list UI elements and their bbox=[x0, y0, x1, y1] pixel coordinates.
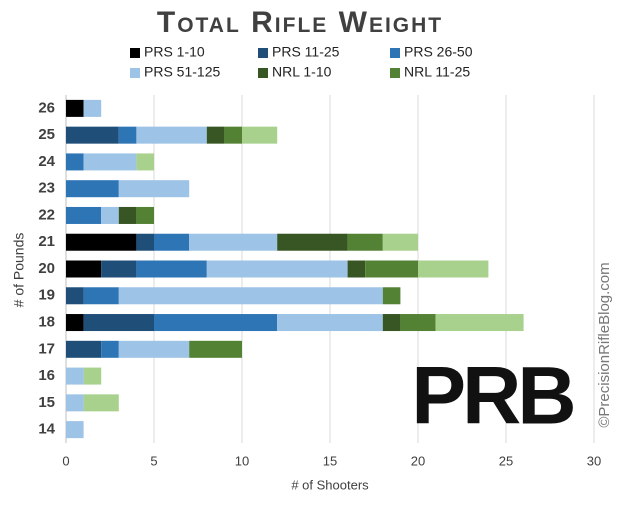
bar-segment bbox=[189, 340, 242, 358]
bar-segment bbox=[66, 394, 84, 412]
bar-segment bbox=[66, 126, 119, 144]
bar-segment bbox=[136, 206, 154, 224]
x-tick-label: 15 bbox=[323, 453, 337, 468]
y-tick-label: 23 bbox=[38, 180, 55, 197]
bar-segment bbox=[206, 126, 225, 144]
bar-segment bbox=[83, 99, 102, 117]
bar-segment bbox=[101, 260, 137, 278]
bar-segment bbox=[83, 153, 137, 171]
y-axis-label: # of Pounds bbox=[11, 233, 27, 308]
legend-swatch bbox=[390, 68, 400, 78]
bar-segment bbox=[382, 233, 418, 251]
bar-segment bbox=[136, 153, 154, 171]
bar-segment bbox=[277, 314, 383, 332]
y-tick-label: 18 bbox=[38, 314, 55, 331]
legend-label: PRS 26-50 bbox=[404, 44, 473, 60]
y-tick-label: 25 bbox=[38, 126, 55, 143]
legend-swatch bbox=[130, 48, 140, 58]
legend-label: NRL 1-10 bbox=[272, 64, 332, 80]
bar-segment bbox=[101, 206, 119, 224]
bar-segment bbox=[83, 394, 119, 412]
y-tick-label: 14 bbox=[38, 421, 55, 438]
bar-segment bbox=[118, 180, 190, 198]
legend-label: PRS 11-25 bbox=[272, 44, 340, 60]
bar-segment bbox=[382, 314, 401, 332]
bar-segment bbox=[66, 153, 84, 171]
bar-segment bbox=[154, 233, 190, 251]
bar-segment bbox=[66, 367, 84, 385]
bar-segment bbox=[66, 99, 84, 117]
bar-segment bbox=[400, 314, 436, 332]
legend-swatch bbox=[390, 48, 400, 58]
x-tick-label: 0 bbox=[62, 453, 69, 468]
legend-swatch bbox=[258, 68, 268, 78]
chart-title: Total Rifle Weight bbox=[157, 6, 443, 39]
bar-segment bbox=[242, 126, 278, 144]
y-tick-label: 20 bbox=[38, 260, 55, 277]
bar-segment bbox=[66, 421, 84, 439]
bar-segment bbox=[83, 314, 154, 332]
bar-segment bbox=[206, 260, 348, 278]
x-axis-label: # of Shooters bbox=[291, 477, 369, 492]
bar-segment bbox=[136, 233, 154, 251]
x-tick-label: 30 bbox=[587, 453, 601, 468]
bar-segment bbox=[118, 340, 190, 358]
legend-label: PRS 51-125 bbox=[144, 64, 220, 80]
y-tick-label: 15 bbox=[38, 394, 55, 411]
bar-segment bbox=[382, 287, 401, 305]
bar-segment bbox=[83, 367, 102, 385]
y-tick-label: 16 bbox=[38, 367, 55, 384]
bar-segment bbox=[136, 260, 207, 278]
bar-segment bbox=[101, 340, 119, 358]
y-tick-label: 21 bbox=[38, 233, 55, 250]
x-tick-label: 20 bbox=[411, 453, 425, 468]
legend-swatch bbox=[130, 68, 140, 78]
y-tick-label: 19 bbox=[38, 287, 55, 304]
logo: PRB bbox=[411, 351, 573, 442]
bar-segment bbox=[66, 260, 102, 278]
legend-swatch bbox=[258, 48, 268, 58]
bar-segment bbox=[118, 206, 137, 224]
bar-segment bbox=[118, 287, 383, 305]
bar-segment bbox=[83, 287, 119, 305]
x-tick-label: 10 bbox=[235, 453, 249, 468]
bar-segment bbox=[435, 314, 524, 332]
bar-segment bbox=[224, 126, 242, 144]
bar-segment bbox=[365, 260, 418, 278]
legend-label: PRS 1-10 bbox=[144, 44, 205, 60]
bar-segment bbox=[66, 233, 137, 251]
bar-segment bbox=[66, 314, 84, 332]
bar-segment bbox=[66, 180, 119, 198]
y-tick-label: 17 bbox=[38, 340, 55, 357]
watermark: ©PrecisionRifleBlog.com bbox=[596, 262, 613, 427]
y-tick-label: 22 bbox=[38, 206, 55, 223]
bar-segment bbox=[418, 260, 489, 278]
bar-segment bbox=[189, 233, 278, 251]
x-tick-label: 5 bbox=[150, 453, 157, 468]
bar-segment bbox=[66, 340, 102, 358]
x-tick-label: 25 bbox=[499, 453, 513, 468]
bar-segment bbox=[136, 126, 207, 144]
y-tick-label: 26 bbox=[38, 99, 55, 116]
bar-segment bbox=[277, 233, 348, 251]
y-tick-label: 24 bbox=[38, 153, 55, 170]
legend-label: NRL 11-25 bbox=[404, 64, 470, 80]
bar-segment bbox=[347, 260, 366, 278]
bar-segment bbox=[347, 233, 383, 251]
bar-segment bbox=[154, 314, 278, 332]
bar-segment bbox=[66, 206, 102, 224]
bar-segment bbox=[66, 287, 84, 305]
bar-segment bbox=[118, 126, 137, 144]
